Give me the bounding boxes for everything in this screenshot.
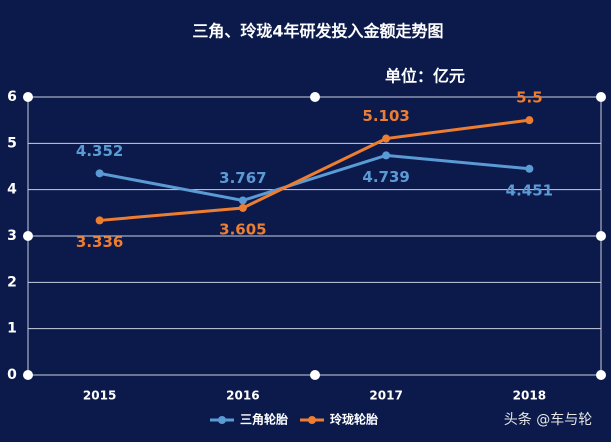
x-tick-label: 2017 — [369, 389, 402, 403]
data-label: 3.336 — [76, 233, 123, 251]
x-tick-label: 2018 — [513, 389, 546, 403]
y-tick-label: 0 — [7, 367, 17, 383]
legend-label: 三角轮胎 — [240, 412, 288, 427]
chart-title: 三角、玲珑4年研发投入金额走势图 — [192, 22, 443, 41]
data-label: 3.767 — [219, 169, 266, 187]
series-line — [99, 118, 530, 222]
y-tick-label: 4 — [7, 182, 17, 198]
series-line — [99, 153, 530, 203]
data-label: 3.605 — [219, 220, 266, 238]
handles — [23, 92, 606, 380]
data-point — [525, 164, 534, 173]
data-label: 5.5 — [516, 89, 543, 107]
data-point — [382, 151, 391, 160]
handle — [596, 231, 606, 241]
data-point — [382, 134, 391, 143]
data-point — [525, 116, 534, 125]
handle — [310, 92, 320, 102]
y-tick-label: 3 — [7, 228, 17, 244]
data-label: 4.739 — [362, 168, 409, 186]
handle — [23, 370, 33, 380]
data-point — [95, 216, 104, 225]
data-point — [95, 169, 104, 178]
y-tick-label: 1 — [7, 321, 17, 337]
legend-label: 玲珑轮胎 — [330, 412, 378, 427]
handle — [23, 231, 33, 241]
data-point — [238, 196, 247, 205]
handle — [596, 92, 606, 102]
handle — [596, 370, 606, 380]
handle — [23, 92, 33, 102]
y-tick-label: 5 — [7, 135, 17, 151]
y-tick-label: 2 — [7, 274, 17, 290]
data-label: 5.103 — [362, 107, 409, 125]
x-tick-label: 2015 — [83, 389, 116, 403]
x-tick-label: 2016 — [226, 389, 259, 403]
data-point — [238, 203, 247, 212]
legend-marker — [308, 416, 316, 424]
legend-marker — [218, 416, 226, 424]
y-tick-label: 6 — [7, 89, 17, 105]
watermark: 头条 @车与轮 — [504, 411, 592, 428]
unit-label: 单位：亿元 — [385, 67, 465, 86]
data-label: 4.352 — [76, 142, 123, 160]
data-label: 4.451 — [506, 181, 553, 199]
handle — [310, 370, 320, 380]
